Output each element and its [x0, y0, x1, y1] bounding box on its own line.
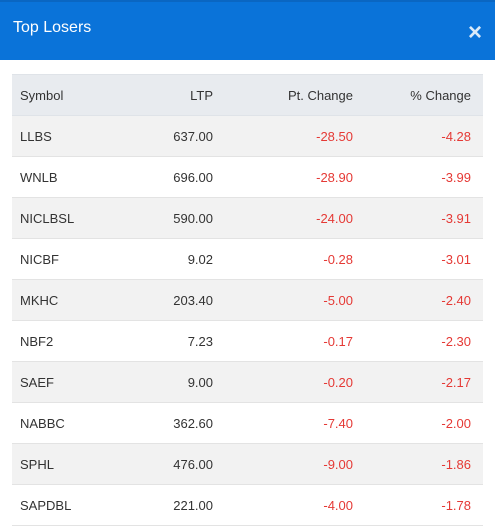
- cell-pct-change: -4.28: [354, 115, 483, 157]
- cell-pt-change: -0.20: [214, 361, 354, 403]
- cell-pct-change: -2.00: [354, 402, 483, 444]
- cell-ltp: 696.00: [121, 156, 214, 198]
- table-header-row: Symbol LTP Pt. Change % Change: [12, 74, 483, 116]
- cell-pct-change: -1.78: [354, 484, 483, 526]
- cell-symbol[interactable]: NABBC: [12, 402, 121, 444]
- cell-ltp: 7.23: [121, 320, 214, 362]
- cell-pt-change: -28.50: [214, 115, 354, 157]
- cell-pt-change: -24.00: [214, 197, 354, 239]
- cell-symbol[interactable]: SAPDBL: [12, 484, 121, 526]
- cell-pct-change: -2.17: [354, 361, 483, 403]
- modal-title: Top Losers: [13, 19, 92, 36]
- cell-pt-change: -0.28: [214, 238, 354, 280]
- cell-ltp: 203.40: [121, 279, 214, 321]
- table-row[interactable]: LLBS 637.00 -28.50 -4.28: [12, 115, 483, 157]
- table-row[interactable]: NABBC 362.60 -7.40 -2.00: [12, 402, 483, 444]
- cell-ltp: 362.60: [121, 402, 214, 444]
- cell-symbol[interactable]: SAEF: [12, 361, 121, 403]
- cell-pt-change: -28.90: [214, 156, 354, 198]
- column-header-pct-change[interactable]: % Change: [354, 74, 483, 116]
- cell-ltp: 590.00: [121, 197, 214, 239]
- table-row[interactable]: SAPDBL 221.00 -4.00 -1.78: [12, 484, 483, 526]
- cell-pt-change: -7.40: [214, 402, 354, 444]
- cell-symbol[interactable]: NBF2: [12, 320, 121, 362]
- cell-symbol[interactable]: WNLB: [12, 156, 121, 198]
- table-row[interactable]: NBF2 7.23 -0.17 -2.30: [12, 320, 483, 362]
- column-header-ltp[interactable]: LTP: [121, 74, 214, 116]
- cell-ltp: 637.00: [121, 115, 214, 157]
- close-icon[interactable]: ×: [467, 19, 482, 46]
- cell-pct-change: -2.30: [354, 320, 483, 362]
- cell-ltp: 221.00: [121, 484, 214, 526]
- cell-ltp: 9.00: [121, 361, 214, 403]
- cell-symbol[interactable]: NICLBSL: [12, 197, 121, 239]
- table-row[interactable]: NICLBSL 590.00 -24.00 -3.91: [12, 197, 483, 239]
- cell-pct-change: -3.91: [354, 197, 483, 239]
- table-row[interactable]: NICBF 9.02 -0.28 -3.01: [12, 238, 483, 280]
- cell-ltp: 476.00: [121, 443, 214, 485]
- table-row[interactable]: MKHC 203.40 -5.00 -2.40: [12, 279, 483, 321]
- cell-pct-change: -2.40: [354, 279, 483, 321]
- losers-table-container: Symbol LTP Pt. Change % Change LLBS 637.…: [12, 74, 483, 526]
- modal-header: Top Losers ×: [0, 0, 495, 60]
- cell-pt-change: -4.00: [214, 484, 354, 526]
- cell-symbol[interactable]: NICBF: [12, 238, 121, 280]
- cell-pct-change: -3.01: [354, 238, 483, 280]
- cell-symbol[interactable]: MKHC: [12, 279, 121, 321]
- cell-symbol[interactable]: SPHL: [12, 443, 121, 485]
- cell-symbol[interactable]: LLBS: [12, 115, 121, 157]
- table-row[interactable]: SAEF 9.00 -0.20 -2.17: [12, 361, 483, 403]
- cell-pt-change: -5.00: [214, 279, 354, 321]
- cell-ltp: 9.02: [121, 238, 214, 280]
- table-row[interactable]: WNLB 696.00 -28.90 -3.99: [12, 156, 483, 198]
- table-row[interactable]: SPHL 476.00 -9.00 -1.86: [12, 443, 483, 485]
- cell-pt-change: -0.17: [214, 320, 354, 362]
- column-header-symbol[interactable]: Symbol: [12, 74, 121, 116]
- cell-pct-change: -1.86: [354, 443, 483, 485]
- losers-table: Symbol LTP Pt. Change % Change LLBS 637.…: [12, 74, 483, 526]
- cell-pt-change: -9.00: [214, 443, 354, 485]
- cell-pct-change: -3.99: [354, 156, 483, 198]
- column-header-pt-change[interactable]: Pt. Change: [214, 74, 354, 116]
